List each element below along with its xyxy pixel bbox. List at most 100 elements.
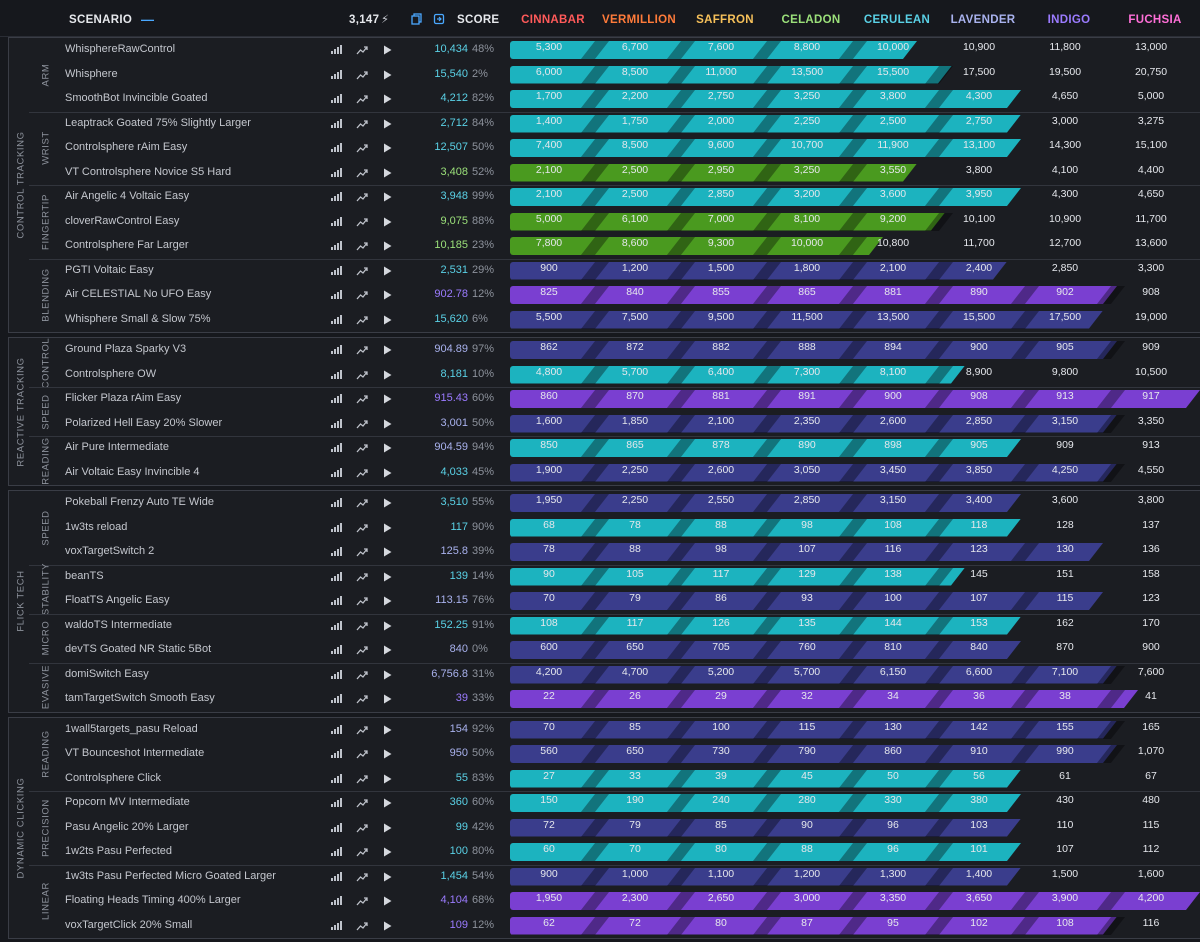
scenario-row[interactable]: 1wall5targets_pasu Reload 154 92% 70 85 100 11… (0, 718, 1200, 743)
scenario-name[interactable]: WhisphereRawControl (65, 43, 176, 55)
scenario-name[interactable]: cloverRawControl Easy (65, 214, 180, 227)
trend-chart-icon[interactable] (356, 217, 368, 230)
play-icon[interactable] (383, 468, 392, 481)
score-header-label[interactable]: SCORE (457, 14, 500, 26)
trend-chart-icon[interactable] (356, 725, 368, 738)
scenario-row[interactable]: voxTargetClick 20% Small 109 12% 62 72 80 87 95… (0, 914, 1200, 939)
trend-chart-icon[interactable] (356, 645, 368, 658)
scenario-row[interactable]: Air Pure Intermediate 904.59 94% 850 865 878 8… (0, 436, 1200, 461)
play-icon[interactable] (383, 921, 392, 934)
scenario-name[interactable]: SmoothBot Invincible Goated (65, 92, 208, 104)
leaderboard-bars-icon[interactable] (331, 167, 342, 180)
scenario-row[interactable]: Pasu Angelic 20% Larger 99 42% 72 79 85 90 96 10… (0, 816, 1200, 841)
scenario-name[interactable]: domiSwitch Easy (65, 667, 149, 680)
copy-icon[interactable] (411, 0, 423, 37)
scenario-name[interactable]: voxTargetSwitch 2 (65, 545, 155, 557)
play-icon[interactable] (383, 370, 392, 383)
scenario-header-label[interactable]: SCENARIO (69, 14, 133, 26)
play-icon[interactable] (383, 315, 392, 328)
leaderboard-bars-icon[interactable] (331, 418, 342, 431)
scenario-row[interactable]: Controlsphere OW 8,181 10% 4,800 5,700 6,400 7… (0, 363, 1200, 388)
play-icon[interactable] (383, 749, 392, 762)
leaderboard-bars-icon[interactable] (331, 192, 342, 204)
leaderboard-bars-icon[interactable] (331, 571, 342, 584)
leaderboard-bars-icon[interactable] (331, 216, 342, 229)
scenario-name[interactable]: tamTargetSwitch Smooth Easy (65, 692, 215, 704)
scenario-row[interactable]: Whisphere 15,540 2% 6,000 8,500 11,000 13,500 1… (0, 63, 1200, 88)
trend-chart-icon[interactable] (356, 670, 368, 683)
trend-chart-icon[interactable] (356, 694, 368, 707)
leaderboard-bars-icon[interactable] (331, 645, 342, 657)
scenario-row[interactable]: Polarized Hell Easy 20% Slower 3,001 50% 1,… (0, 412, 1200, 437)
scenario-row[interactable]: Controlsphere Click 55 83% 27 33 39 45 50 56 61 67 (0, 767, 1200, 792)
play-icon[interactable] (383, 694, 392, 707)
trend-chart-icon[interactable] (356, 921, 368, 934)
scenario-name[interactable]: Controlsphere rAim Easy (65, 141, 188, 153)
scenario-row[interactable]: Floating Heads Timing 400% Larger 4,104 68… (0, 889, 1200, 914)
scenario-name[interactable]: Leaptrack Goated 75% Slightly Larger (65, 116, 251, 129)
scenario-row[interactable]: devTS Goated NR Static 5Bot 840 0% 600 650 70… (0, 638, 1200, 663)
scenario-row[interactable]: Pokeball Frenzy Auto TE Wide 3,510 55% 1,95… (0, 491, 1200, 516)
scenario-name[interactable]: Controlsphere OW (65, 367, 157, 380)
play-icon[interactable] (383, 266, 392, 279)
trend-chart-icon[interactable] (356, 168, 368, 181)
scenario-name[interactable]: 1w3ts Pasu Perfected Micro Goated Larger (65, 869, 276, 882)
leaderboard-bars-icon[interactable] (331, 822, 342, 835)
leaderboard-bars-icon[interactable] (331, 547, 342, 559)
scenario-name[interactable]: 1w3ts reload (65, 520, 128, 533)
trend-chart-icon[interactable] (356, 798, 368, 811)
scenario-row[interactable]: Whisphere Small & Slow 75% 15,620 6% 5,500 7… (0, 308, 1200, 333)
scenario-row[interactable]: Air Angelic 4 Voltaic Easy 3,948 99% 2,100 2… (0, 185, 1200, 210)
scenario-name[interactable]: Air Voltaic Easy Invincible 4 (65, 465, 200, 478)
trend-chart-icon[interactable] (356, 468, 368, 481)
scenario-row[interactable]: Leaptrack Goated 75% Slightly Larger 2,71… (0, 112, 1200, 137)
play-icon[interactable] (383, 798, 392, 811)
play-icon[interactable] (383, 119, 392, 132)
scenario-name[interactable]: PGTI Voltaic Easy (65, 263, 154, 276)
play-icon[interactable] (383, 896, 392, 909)
scenario-name[interactable]: beanTS (65, 569, 104, 582)
trend-chart-icon[interactable] (356, 596, 368, 609)
leaderboard-bars-icon[interactable] (331, 118, 342, 131)
leaderboard-bars-icon[interactable] (331, 773, 342, 786)
scenario-name[interactable]: VT Controlsphere Novice S5 Hard (65, 165, 232, 178)
leaderboard-bars-icon[interactable] (331, 522, 342, 535)
leaderboard-bars-icon[interactable] (331, 443, 342, 455)
trend-chart-icon[interactable] (356, 872, 368, 885)
play-icon[interactable] (383, 419, 392, 432)
scenario-name[interactable]: Flicker Plaza rAim Easy (65, 392, 182, 404)
leaderboard-bars-icon[interactable] (331, 69, 342, 82)
trend-chart-icon[interactable] (356, 94, 368, 107)
leaderboard-bars-icon[interactable] (331, 345, 342, 357)
scenario-row[interactable]: FloatTS Angelic Easy 113.15 76% 70 79 86 93 100… (0, 589, 1200, 614)
scenario-row[interactable]: SmoothBot Invincible Goated 4,212 82% 1,700… (0, 87, 1200, 112)
collapse-icon[interactable]: — (141, 12, 155, 27)
leaderboard-bars-icon[interactable] (331, 620, 342, 633)
leaderboard-bars-icon[interactable] (331, 596, 342, 608)
scenario-name[interactable]: Air Angelic 4 Voltaic Easy (65, 190, 190, 202)
scenario-name[interactable]: Pokeball Frenzy Auto TE Wide (65, 496, 214, 508)
trend-chart-icon[interactable] (356, 847, 368, 860)
scenario-row[interactable]: VT Controlsphere Novice S5 Hard 3,408 52% 2… (0, 161, 1200, 186)
play-icon[interactable] (383, 217, 392, 230)
leaderboard-bars-icon[interactable] (331, 694, 342, 706)
leaderboard-bars-icon[interactable] (331, 724, 342, 737)
trend-chart-icon[interactable] (356, 621, 368, 634)
leaderboard-bars-icon[interactable] (331, 467, 342, 480)
play-icon[interactable] (383, 645, 392, 658)
scenario-name[interactable]: voxTargetClick 20% Small (65, 918, 193, 931)
trend-chart-icon[interactable] (356, 896, 368, 909)
scenario-row[interactable]: cloverRawControl Easy 9,075 88% 5,000 6,100 7… (0, 210, 1200, 235)
play-icon[interactable] (383, 192, 392, 205)
trend-chart-icon[interactable] (356, 419, 368, 432)
leaderboard-bars-icon[interactable] (331, 847, 342, 859)
trend-chart-icon[interactable] (356, 443, 368, 456)
scenario-row[interactable]: Air Voltaic Easy Invincible 4 4,033 45% 1,9… (0, 461, 1200, 486)
scenario-name[interactable]: 1wall5targets_pasu Reload (65, 722, 198, 735)
play-icon[interactable] (383, 94, 392, 107)
scenario-name[interactable]: Air CELESTIAL No UFO Easy (65, 288, 212, 300)
scenario-row[interactable]: 1w3ts reload 117 90% 68 78 88 98 108 118 128 137 (0, 516, 1200, 541)
leaderboard-bars-icon[interactable] (331, 498, 342, 510)
trend-chart-icon[interactable] (356, 119, 368, 132)
trend-chart-icon[interactable] (356, 266, 368, 279)
